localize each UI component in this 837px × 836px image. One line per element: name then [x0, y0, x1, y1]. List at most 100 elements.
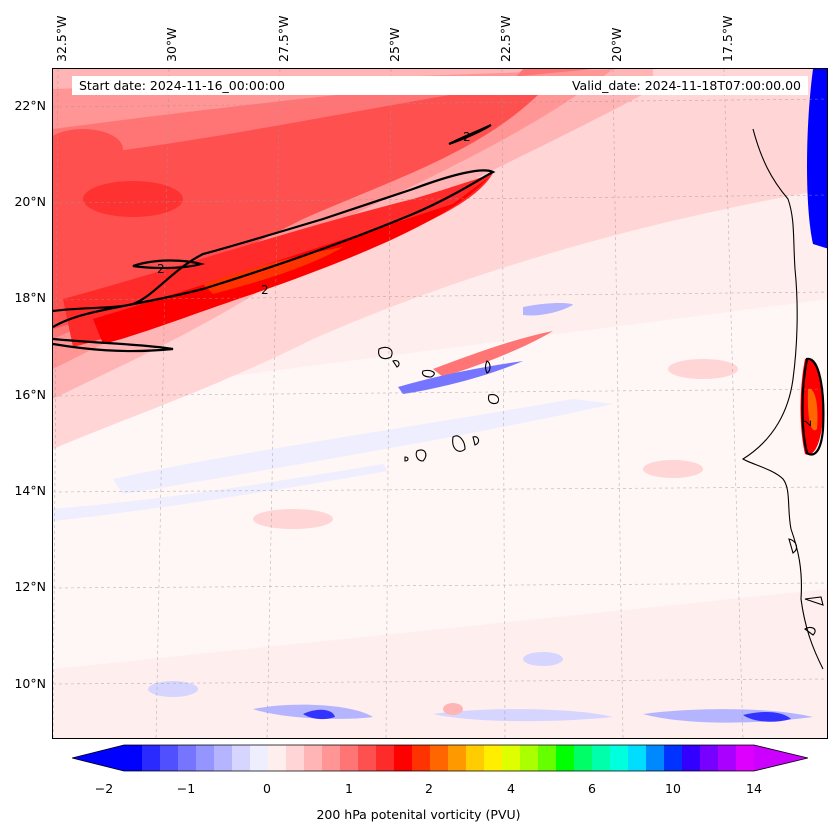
island-fogo [415, 449, 427, 462]
cb-tick-14: 14 [746, 781, 762, 796]
island-brava [404, 456, 409, 462]
island-santiago [452, 435, 466, 452]
colorbar-bin [142, 745, 161, 771]
colorbar-bin [574, 745, 593, 771]
cape-verde-islands [378, 346, 500, 462]
coast-detail-3 [804, 626, 816, 636]
coast-detail-2 [804, 596, 824, 606]
lat-label-20n: 20°N [14, 194, 46, 209]
pv-contour-main [53, 169, 496, 328]
cb-tick-6: 6 [588, 781, 596, 796]
colorbar-bin [124, 745, 143, 771]
island-sao-nicolau [421, 369, 435, 378]
africa-coast [741, 128, 824, 670]
pv-patch-3 [443, 703, 463, 715]
colorbar-bin [286, 745, 305, 771]
valid-date-label: Valid_date: 2024-11-18T07:00:00.00 [571, 78, 801, 93]
colorbar-bin [556, 745, 575, 771]
start-date-label: Start date: 2024-11-16_00:00:00 [79, 78, 285, 93]
cb-tick-neg1: −1 [176, 781, 196, 796]
pv-blob-nw [53, 129, 123, 169]
colorbar-bin [196, 745, 215, 771]
colorbar-bin [160, 745, 179, 771]
lon-label-27-5w: 27.5°W [276, 15, 291, 62]
colorbar-bin [340, 745, 359, 771]
colorbar-bin [718, 745, 737, 771]
lon-label-17-5w: 17.5°W [720, 15, 735, 62]
colorbar-bin [700, 745, 719, 771]
pv-south-blue-core-2 [743, 711, 791, 722]
cb-tick-4: 4 [507, 781, 515, 796]
colorbar-bin [430, 745, 449, 771]
lon-label-30w: 30°W [164, 27, 179, 62]
pv-streak-blue-2 [523, 303, 573, 316]
cb-tick-0: 0 [263, 781, 271, 796]
lon-label-20w: 20°W [609, 27, 624, 62]
colorbar-bin [268, 745, 287, 771]
colorbar-bin [682, 745, 701, 771]
colorbar-bin [466, 745, 485, 771]
cb-tick-2: 2 [425, 781, 433, 796]
island-boa-vista [487, 394, 500, 405]
lon-label-32-5w: 32.5°W [54, 15, 69, 62]
pv-band-peak [203, 247, 343, 294]
colorbar-bin [484, 745, 503, 771]
colorbar-bin [610, 745, 629, 771]
colorbar-bin [448, 745, 467, 771]
pv-east-positive-core [807, 388, 818, 431]
lat-label-16n: 16°N [14, 387, 46, 402]
colorbar [72, 744, 808, 772]
colorbar-bin [358, 745, 377, 771]
colorbar-bin [520, 745, 539, 771]
colorbar-bin [538, 745, 557, 771]
contour-label-1: 2 [157, 262, 165, 276]
pv-streak-blue [398, 361, 523, 394]
coastline [741, 128, 824, 670]
pv-lavender-streak-1 [113, 399, 613, 494]
lat-label-22n: 22°N [14, 98, 46, 113]
pv-patch-5 [643, 460, 703, 478]
pv-contour-lower [53, 337, 174, 353]
colorbar-bin [592, 745, 611, 771]
pv-band-layer-4 [53, 69, 593, 339]
lat-label-12n: 12°N [14, 579, 46, 594]
pv-contour-north [448, 124, 492, 146]
lat-label-10n: 10°N [14, 676, 46, 691]
colorbar-bin [250, 745, 269, 771]
colorbar-bin [502, 745, 521, 771]
colorbar-extend-low [72, 745, 124, 771]
colorbar-bin [628, 745, 647, 771]
colorbar-bin [322, 745, 341, 771]
colorbar-bin [646, 745, 665, 771]
pv-patch-2 [523, 652, 563, 666]
pv-east-negative [807, 69, 827, 249]
pv-south-blue-2 [433, 709, 613, 722]
colorbar-bin [214, 745, 233, 771]
colorbar-bin [664, 745, 683, 771]
pv-patch-6 [668, 359, 738, 379]
lat-label-18n: 18°N [14, 290, 46, 305]
colorbar-bin [232, 745, 251, 771]
pv-streak-red [433, 331, 553, 377]
cb-tick-1: 1 [345, 781, 353, 796]
graticule [53, 69, 827, 738]
colorbar-bin [304, 745, 323, 771]
colorbar-bin [178, 745, 197, 771]
colorbar-bin [412, 745, 431, 771]
colorbar-bin [394, 745, 413, 771]
colorbar-label: 200 hPa potenital vorticity (PVU) [316, 807, 521, 822]
info-bar [72, 76, 808, 95]
lat-label-14n: 14°N [14, 483, 46, 498]
coast-detail-1 [788, 538, 798, 554]
pv-contour-small [132, 259, 206, 270]
pv-low-band [53, 299, 827, 669]
colorbar-bins [124, 745, 755, 771]
lon-label-25w: 25°W [387, 27, 402, 62]
colorbar-extend-high [754, 745, 808, 771]
colorbar-bin [376, 745, 395, 771]
lon-label-22-5w: 22.5°W [498, 15, 513, 62]
pv-contour-2 [53, 124, 825, 456]
pv-patch-1 [148, 681, 198, 697]
island-sao-vicente [392, 360, 400, 368]
island-maio [472, 436, 480, 446]
